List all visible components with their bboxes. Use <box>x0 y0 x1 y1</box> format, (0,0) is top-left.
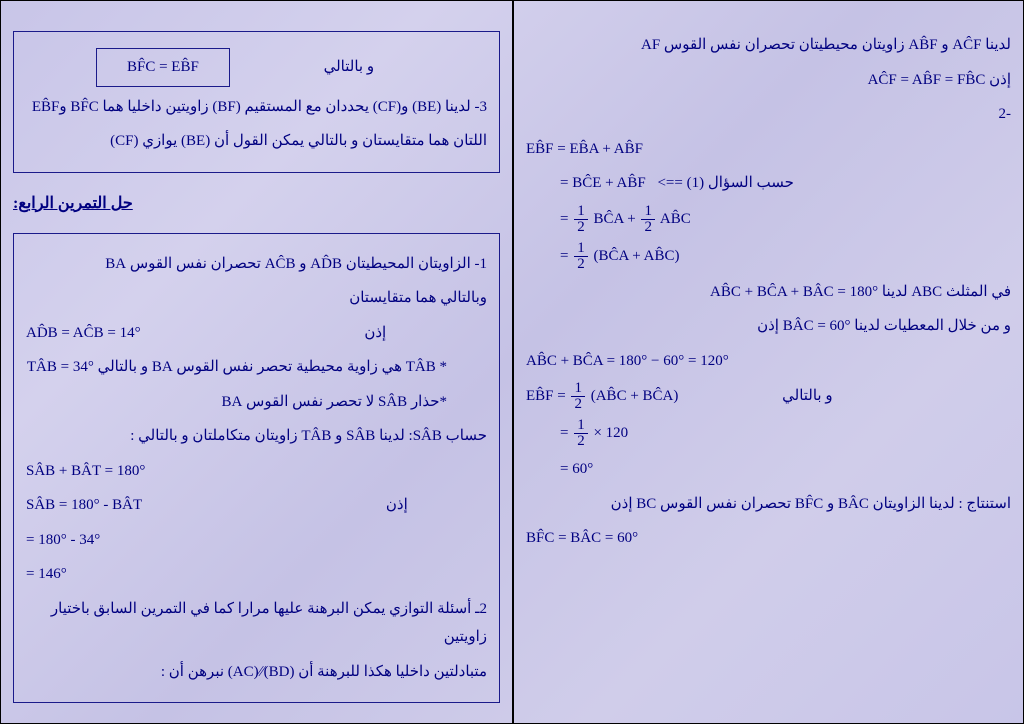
r-l4b: AB̂C + BĈA + BÂC = 180° <box>710 284 878 300</box>
b2-l8: متبادلتين داخليا هكذا للبرهنة أن (BD)∕∕(… <box>26 658 487 687</box>
b2-eq1: SÂB + BÂT = 180° <box>26 457 487 486</box>
r-l4a: في المثلث ABC لدينا <box>882 284 1011 300</box>
b2-eq3: = 180° - 34° <box>26 526 487 555</box>
b1-eqa: و بالتالي <box>324 59 374 75</box>
b1-l2: اللتان هما متقايستان و بالتالي يمكن القو… <box>26 127 487 156</box>
b2-eq2b: SÂB = 180° - BÂT <box>26 497 142 513</box>
box-1: BF̂C = EB̂F و بالتالي 3- لدينا (BE) و(CF… <box>13 31 500 173</box>
r-line2: إذن AĈF = AB̂F = FB̂C <box>526 66 1011 95</box>
r-eq7-post: × 120 <box>590 425 628 441</box>
r-l6pre: EB̂F = <box>526 388 569 404</box>
r-eq3-pre: = <box>560 210 572 226</box>
frac-icon: 12 <box>641 204 655 235</box>
b2-eq4: = 146° <box>26 560 487 589</box>
r-eq9: BF̂C = BÂC = 60° <box>526 524 1011 553</box>
r-eq7-pre: = <box>560 425 572 441</box>
frac-icon: 12 <box>571 381 585 412</box>
left-column: BF̂C = EB̂F و بالتالي 3- لدينا (BE) و(CF… <box>0 0 512 724</box>
r-eq3-mid: BĈA + <box>590 210 640 226</box>
r-eq7: = 12 × 120 <box>526 418 1011 449</box>
b2-l3b: AD̂B = AĈB = 14° <box>26 325 141 341</box>
r-eq8: = 60° <box>526 455 1011 484</box>
r-l2b: AĈF = AB̂F = FB̂C <box>868 72 986 88</box>
frac-icon: 12 <box>574 241 588 272</box>
r-eq2: = BĈE + AB̂F حسب السؤال (1) ==> <box>526 169 1011 198</box>
b2-l3: AD̂B = AĈB = 14° إذن <box>26 319 487 348</box>
b1-l1: 3- لدينا (BE) و(CF) يحددان مع المستقيم (… <box>26 93 487 122</box>
r-l6a: و بالتالي <box>782 388 832 404</box>
b2-l5: *حذار SÂB لا تحصر نفس القوس BA <box>26 388 487 417</box>
b2-l4: * TÂB هي زاوية محيطية تحصر نفس القوس BA … <box>26 353 487 382</box>
r-eq5: AB̂C + BĈA = 180° − 60° = 120° <box>526 347 1011 376</box>
r-line5: و من خلال المعطيات لدينا °60 = BÂC إذن <box>526 312 1011 341</box>
r-line7: استنتاج : لدينا الزاويتان BÂC و BF̂C تحص… <box>526 490 1011 519</box>
r-eq4: = 12 (BĈA + AB̂C) <box>526 241 1011 272</box>
b2-l1: 1- الزاويتان المحيطيتان AD̂B و AĈB تحصرا… <box>26 250 487 279</box>
r-eq2a: حسب السؤال (1) ==> <box>657 175 793 191</box>
r-eq2b: = BĈE + AB̂F <box>560 175 646 191</box>
frac-icon: 12 <box>574 418 588 449</box>
r-line6: EB̂F = 12 (AB̂C + BĈA) و بالتالي <box>526 381 1011 412</box>
r-eq3-post: AB̂C <box>657 210 691 226</box>
r-line1: لدينا AĈF و AB̂F زاويتان محيطيتان تحصران… <box>526 31 1011 60</box>
b2-eq2: SÂB = 180° - BÂT إذن <box>26 491 487 520</box>
r-eq3: = 12 BĈA + 12 AB̂C <box>526 204 1011 235</box>
r-eq1: EB̂F = EB̂A + AB̂F <box>526 135 1011 164</box>
box-2: 1- الزاويتان المحيطيتان AD̂B و AĈB تحصرا… <box>13 233 500 704</box>
b1-eq: BF̂C = EB̂F و بالتالي <box>26 48 487 87</box>
right-column: لدينا AĈF و AB̂F زاويتان محيطيتان تحصران… <box>512 0 1024 724</box>
b1-eqb: BF̂C = EB̂F <box>96 48 230 87</box>
b2-l7: 2ـ أسئلة التوازي يمكن البرهنة عليها مرار… <box>26 595 487 652</box>
r-l6post: (AB̂C + BĈA) <box>587 388 678 404</box>
b2-l3a: إذن <box>364 325 386 341</box>
heading-ex4: حل التمرين الرابع: <box>13 193 500 213</box>
r-eq4-pre: = <box>560 247 572 263</box>
b2-l2: وبالتالي هما متقايستان <box>26 284 487 313</box>
r-eq4-post: (BĈA + AB̂C) <box>590 247 680 263</box>
r-line4: في المثلث ABC لدينا AB̂C + BĈA + BÂC = 1… <box>526 278 1011 307</box>
b2-l6: حساب SÂB: لدينا SÂB و TÂB زاويتان متكامل… <box>26 422 487 451</box>
b2-eq2a: إذن <box>386 497 408 513</box>
r-line3: -2 <box>526 100 1011 129</box>
frac-icon: 12 <box>574 204 588 235</box>
r-l2a: إذن <box>989 72 1011 88</box>
